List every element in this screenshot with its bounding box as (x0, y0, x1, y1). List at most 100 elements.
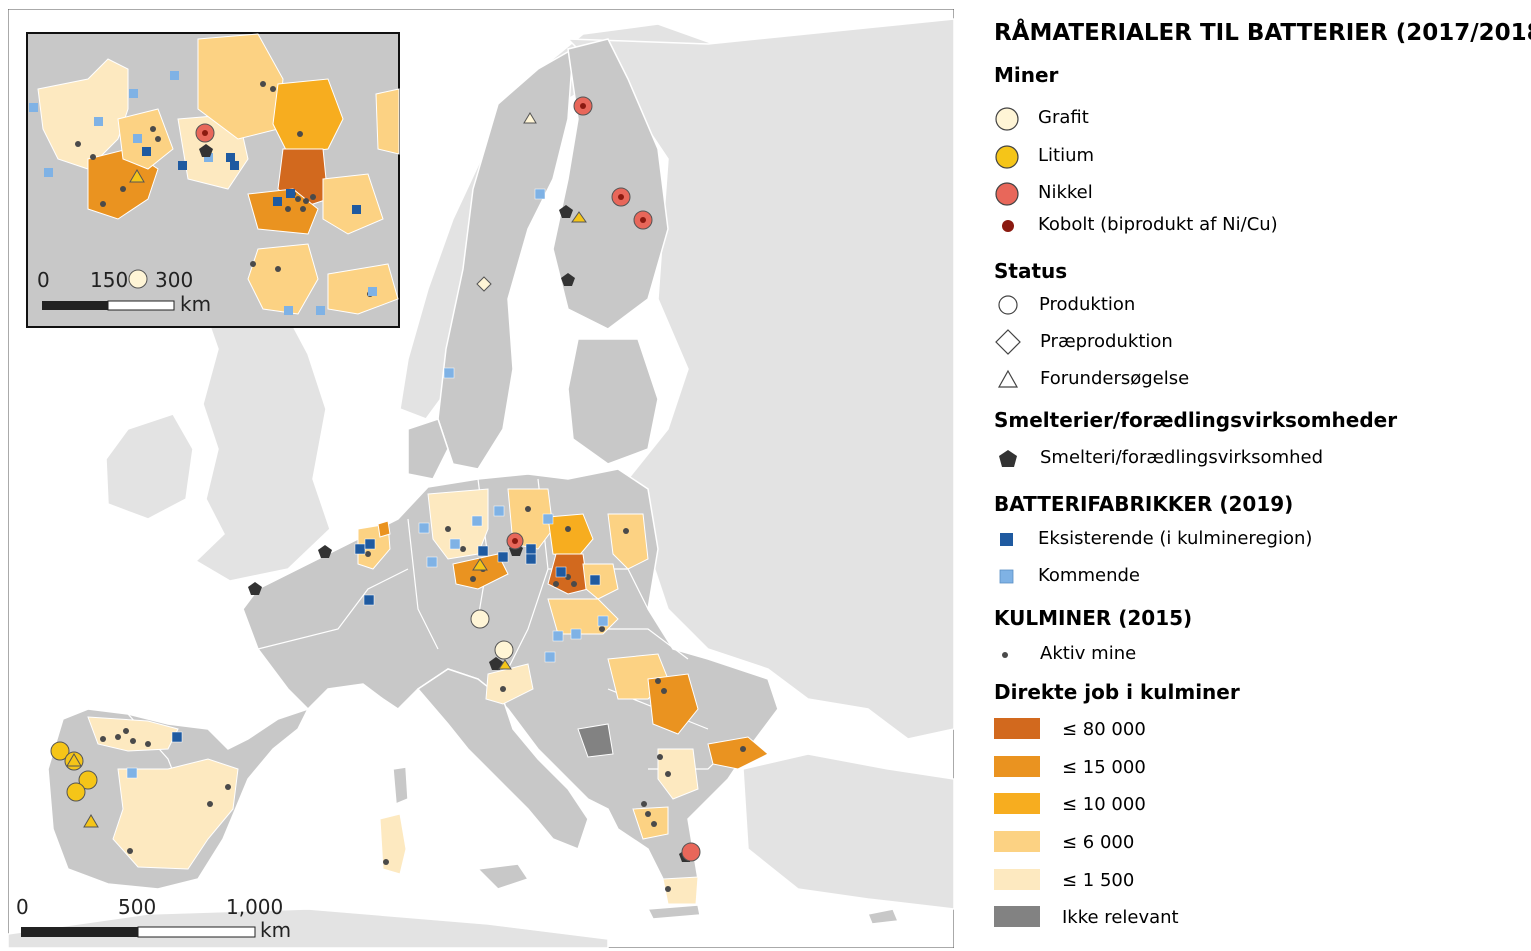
legend-label: Produktion (1039, 294, 1136, 315)
coal-mine (75, 141, 81, 147)
lithium-exploration (498, 659, 512, 670)
inset-region (247, 243, 319, 315)
heading-status: Status (994, 259, 1068, 283)
heading-battery: BATTERIFABRIKKER (2019) (994, 492, 1294, 516)
battery-upcoming (29, 103, 38, 112)
graphite-mine (470, 609, 490, 629)
turkey-landmass (742, 753, 954, 910)
coal-mine (445, 526, 451, 532)
scale-bar-white (137, 926, 256, 938)
legend-battery-upcoming: Kommende (994, 562, 1514, 592)
lithium-exploration (472, 558, 488, 571)
battery-existing (363, 594, 375, 606)
triangle-outline-icon (997, 369, 1019, 388)
coal-mine (641, 801, 647, 807)
heading-smelters: Smelterier/forædlingsvirksomheder (994, 408, 1398, 432)
coal-mine (100, 736, 106, 742)
battery-upcoming (94, 117, 103, 126)
coal-mine (127, 848, 133, 854)
battery-existing (352, 205, 361, 214)
legend-title: RÅMATERIALER TIL BATTERIER (2017/2018) (994, 20, 1531, 46)
region-bulgaria (707, 736, 769, 770)
cyprus (866, 908, 900, 925)
smelter (318, 545, 332, 558)
legend-jobs-1500: ≤ 1 500 (994, 867, 1514, 897)
graphite-preproduction (476, 276, 492, 292)
coal-mine (275, 266, 281, 272)
swatch (994, 831, 1040, 852)
coal-mine (525, 506, 531, 512)
legend-label: ≤ 10 000 (1062, 794, 1146, 815)
coal-mine (740, 746, 746, 752)
battery-upcoming (534, 188, 546, 200)
legend-label: Smelteri/forædlingsvirksomhed (1040, 447, 1324, 468)
legend-jobs-15000: ≤ 15 000 (994, 754, 1514, 784)
coal-mine (661, 688, 667, 694)
legend-jobs-80000: ≤ 80 000 (994, 716, 1514, 746)
coal-mine (365, 551, 371, 557)
inset-region (272, 78, 344, 155)
nickel-mine (681, 842, 701, 862)
coal-mine (565, 574, 571, 580)
inset-region (117, 108, 174, 170)
legend-graphite: Grafit (994, 104, 1514, 134)
legend-label: Kobolt (biprodukt af Ni/Cu) (1038, 214, 1278, 235)
inset-scale-0: 0 (37, 268, 50, 292)
inset-region (375, 88, 400, 155)
battery-existing (230, 161, 239, 170)
coal-mine (460, 546, 466, 552)
battery-existing (354, 543, 366, 555)
coal-mine (123, 728, 129, 734)
baltics (567, 338, 659, 465)
coal-mine (207, 801, 213, 807)
battery-existing (364, 538, 376, 550)
battery-upcoming (493, 505, 505, 517)
lithium-mine (50, 741, 70, 761)
inset-map: 0 150 300 km (26, 32, 400, 328)
scale-label-1000: 1,000 (226, 895, 283, 919)
inset-scale-unit: km (180, 292, 211, 316)
coal-mine (120, 186, 126, 192)
battery-upcoming (204, 153, 213, 162)
coal-mine (310, 194, 316, 200)
inset-region (322, 173, 384, 235)
mines (50, 96, 701, 862)
non-eu-land (8, 18, 954, 948)
legend-label: ≤ 6 000 (1062, 832, 1135, 853)
legend-label: ≤ 15 000 (1062, 757, 1146, 778)
scale-bar-black (21, 927, 138, 937)
lithium-mine (78, 770, 98, 790)
legend-jobs-6000: ≤ 6 000 (994, 829, 1514, 859)
legend-label: Præproduktion (1040, 331, 1173, 352)
coal-mine (565, 526, 571, 532)
legend-label: ≤ 1 500 (1062, 870, 1135, 891)
coal-mine (645, 811, 651, 817)
region-czech-n (452, 553, 509, 590)
inset-scale-bar: 0 150 300 km (37, 268, 211, 316)
legend-cobalt: Kobolt (biprodukt af Ni/Cu) (994, 211, 1514, 241)
battery-existing (226, 153, 235, 162)
legend-nickel: Nikkel (994, 179, 1514, 209)
region-romania (647, 673, 699, 735)
coal-mine (260, 81, 266, 87)
heading-coal: KULMINER (2015) (994, 606, 1193, 630)
battery-upcoming (316, 306, 325, 315)
diamond-outline-icon (995, 329, 1021, 355)
legend-smelter: Smelteri/forædlingsvirksomhed (994, 444, 1514, 474)
battery-upcoming (449, 538, 461, 550)
battery-existing (477, 545, 489, 557)
cobalt (618, 194, 624, 200)
graphite-mine (128, 269, 148, 289)
coal-mine (303, 198, 309, 204)
legend-exploration: Forundersøgelse (994, 365, 1514, 395)
lithium-exploration (83, 814, 99, 828)
coal-mine (300, 206, 306, 212)
battery-existing (171, 731, 183, 743)
scale-label-500: 500 (118, 895, 156, 919)
inset-scale-white (107, 300, 175, 311)
battery-upcoming (44, 168, 53, 177)
square-icon (999, 569, 1014, 584)
legend-preproduction: Præproduktion (994, 328, 1514, 358)
coal-mine (115, 734, 121, 740)
legend-not-relevant: Ikke relevant (994, 904, 1514, 934)
